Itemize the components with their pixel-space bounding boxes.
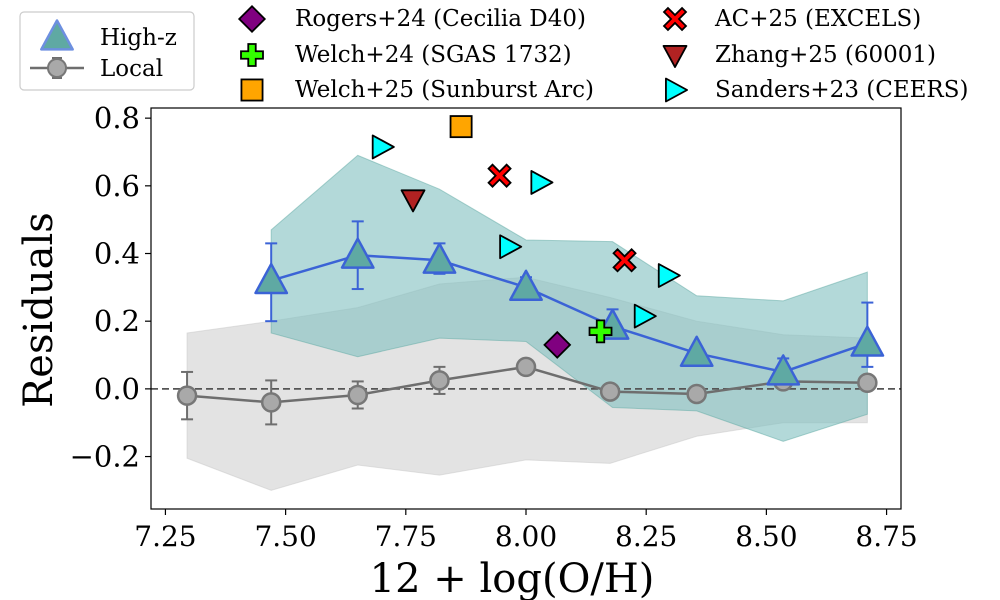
x-tick-label: 8.75 — [855, 520, 917, 553]
legend-object-3-icon — [662, 6, 688, 32]
x-tick-label: 7.25 — [134, 520, 196, 553]
object-3-point — [487, 163, 512, 188]
legend-object-2-icon — [240, 78, 264, 102]
highz-band — [270, 154, 868, 442]
local-point — [686, 383, 707, 405]
x-axis-label: 12 + log(O/H) — [370, 556, 655, 600]
highz-point — [340, 237, 375, 269]
legend-local-icon — [47, 58, 67, 78]
highz-point — [850, 325, 885, 357]
y-tick-label: 0.2 — [94, 304, 140, 338]
y-tick-label: 0.6 — [94, 169, 140, 203]
legend-object-1-label: Welch+24 (SGAS 1732) — [295, 42, 572, 68]
legend-object-4-label: Zhang+25 (60001) — [715, 42, 936, 68]
object-5-point — [530, 170, 554, 195]
object-0-point — [543, 330, 572, 359]
local-point — [429, 370, 450, 391]
local-point — [857, 372, 878, 394]
x-tick-label: 8.25 — [615, 520, 677, 553]
x-tick-label: 8.00 — [495, 520, 557, 553]
legend-object-2-label: Welch+25 (Sunburst Arc) — [295, 77, 594, 103]
highz-point — [679, 335, 714, 367]
legend-object-3-label: AC+25 (EXCELS) — [714, 6, 921, 32]
y-tick-label: 0.8 — [94, 101, 140, 135]
legend-highz-label: High-z — [100, 25, 177, 51]
local-point — [260, 392, 282, 413]
object-5-point — [499, 234, 523, 260]
y-tick-label: 0.4 — [94, 237, 140, 271]
object-1-point — [588, 319, 613, 344]
highz-point — [766, 354, 801, 386]
plot-area — [151, 115, 901, 491]
legend-object-1-icon — [240, 43, 264, 67]
local-point — [515, 356, 537, 378]
local-point — [599, 381, 621, 402]
legend-local-label: Local — [100, 56, 163, 82]
highz-point — [422, 242, 457, 274]
y-tick-label: 0.0 — [94, 372, 140, 406]
axes: 7.25 7.50 7.75 8.00 8.25 8.50 8.75 −0.2 0.0 0.2 0.… — [70, 101, 918, 553]
legend-objects: Rogers+24 (Cecilia D40) Welch+24 (SGAS 17… — [237, 4, 968, 103]
highz-point — [509, 269, 543, 301]
legend-object-0-icon — [237, 4, 267, 34]
x-tick-label: 8.50 — [735, 520, 797, 553]
highz-line — [270, 253, 868, 374]
legend-highz-icon — [40, 19, 74, 51]
object-5-point — [633, 303, 657, 329]
legend-main: High-z Local — [19, 11, 195, 91]
object-3-point — [612, 248, 637, 273]
x-tick-label: 7.75 — [375, 520, 437, 553]
local-point — [176, 385, 198, 406]
legend-object-5-label: Sanders+23 (CEERS) — [715, 77, 968, 103]
legend-object-0-label: Rogers+24 (Cecilia D40) — [295, 6, 586, 32]
object-4-point — [400, 189, 426, 213]
x-tick-label: 7.50 — [254, 520, 316, 553]
y-tick-label: −0.2 — [70, 440, 140, 474]
highz-point — [254, 262, 289, 295]
local-point — [347, 384, 368, 406]
object-5-point — [371, 134, 395, 160]
y-axis-label: Residuals — [16, 212, 62, 408]
legend-object-4-icon — [662, 45, 688, 68]
legend-object-5-icon — [665, 77, 688, 103]
object-2-point — [449, 115, 473, 139]
object-5-point — [657, 263, 681, 288]
